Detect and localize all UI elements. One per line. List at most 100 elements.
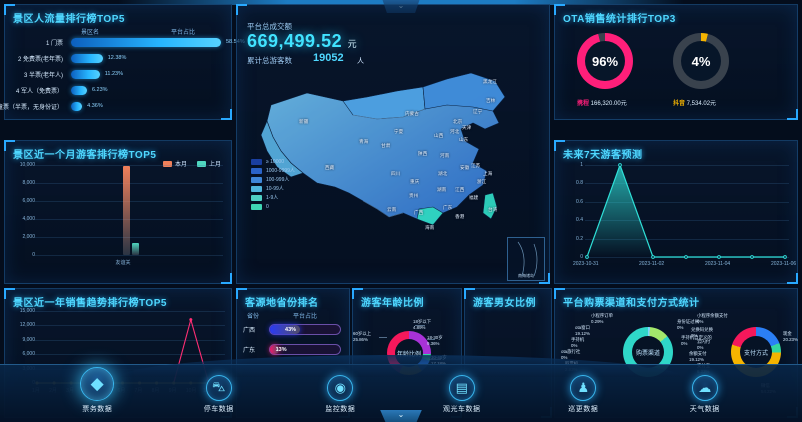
panel-title: 景区近一年销售趋势排行榜TOP5 — [13, 298, 167, 309]
china-map-svg[interactable] — [247, 67, 541, 279]
y-axis-tick: 12,000 — [19, 322, 35, 329]
flow-row-bar — [71, 86, 87, 95]
province-bar-track: 43% — [269, 324, 341, 335]
leader-line — [427, 339, 435, 340]
flow-row-label: 2 免费票(老年票) — [17, 57, 63, 63]
province-label: 陕西 — [418, 151, 428, 156]
legend-swatch — [162, 160, 172, 167]
panel-title: 游客年龄比例 — [361, 298, 424, 309]
car-icon[interactable]: ⛍ — [205, 375, 232, 401]
legend-label: 0 — [266, 203, 269, 210]
legend-item[interactable]: 本月 — [162, 159, 187, 168]
donut-slice-label: 手持机自定义的 0% — [681, 335, 712, 346]
forecast-panel: 未来7天游客预测 1 0.8 0.6 0.4 0.2 0 2023-10-31 2023-11… — [554, 140, 798, 284]
donut-slice-label: 现金 20.23% — [783, 331, 798, 342]
slice-name: 手持机自定义的 — [681, 335, 712, 340]
slice-name: 兑换码兑换 — [691, 327, 713, 332]
y-axis-tick: 6,000 — [22, 351, 35, 358]
province-label: 山西 — [434, 133, 444, 138]
cloud-icon[interactable]: ☁ — [691, 375, 718, 401]
legend-swatch — [251, 158, 262, 165]
nav-item-巡更数据[interactable]: ♟ 巡更数据 — [537, 375, 629, 414]
y-axis-tick: 9,000 — [22, 336, 35, 343]
nav-item-天气数据[interactable]: ☁ 天气数据 — [659, 375, 751, 414]
province-label: 内蒙古 — [405, 111, 419, 116]
province-row: 广西 43% — [243, 323, 343, 335]
y-axis-tick: 0 — [580, 254, 583, 260]
map-legend-item: 0 — [251, 202, 295, 211]
total-amount-number: 669,499.52 — [247, 31, 343, 51]
ota-gauge-percent: 96% — [591, 53, 619, 69]
province-label: 上海 — [483, 171, 493, 176]
total-amount-unit: 元 — [347, 39, 358, 49]
visitors-unit: 人 — [357, 58, 364, 65]
panel-title: 客源地省份排名 — [245, 298, 319, 309]
ota-amount: 166,320.00元 — [590, 101, 627, 107]
donut-slice-label: 身份证过闸 0% — [677, 319, 699, 330]
person-icon[interactable]: ♟ — [570, 375, 597, 401]
slice-pct: 20.23% — [783, 336, 798, 342]
flow-ranking-row: 2 免费票(老年票) 12.38% — [5, 53, 227, 64]
map-legend-item: ≥ 10000 — [251, 157, 295, 166]
ota-gauge: 96% — [577, 33, 633, 89]
column-header-name: 景区名 — [81, 30, 100, 36]
column-header-pct: 平台占比 — [171, 30, 196, 36]
ticket-icon[interactable]: ◆ — [80, 367, 115, 401]
ota-gauge-percent: 4% — [691, 53, 711, 69]
donut-slice-label: 小程序余额支付 0% — [697, 313, 728, 324]
slice-name: 云闪付 — [697, 339, 711, 344]
nav-item-观光车数据[interactable]: ▤ 观光车数据 — [416, 375, 508, 414]
province-label: 宁夏 — [394, 129, 404, 134]
nav-item-监控数据[interactable]: ◉ 监控数据 — [294, 375, 386, 414]
flow-ranking-row: 1 门票 58.54% — [5, 37, 245, 48]
province-label: 江苏 — [471, 163, 481, 168]
slice-name: 小程序余额支付 — [697, 313, 728, 318]
nav-item-票务数据[interactable]: ◆ 票务数据 — [51, 367, 143, 414]
slice-pct: 0.29% — [591, 318, 604, 324]
slice-name: ota窗口 — [575, 325, 590, 330]
legend-label: 上月 — [208, 162, 221, 168]
donut-slice-label: 兑换码兑换 0% — [691, 327, 713, 338]
flow-row-label: 1 门票 — [45, 41, 63, 47]
flow-row-pct: 4.36% — [87, 103, 103, 109]
nav-item-停车数据[interactable]: ⛍ 停车数据 — [173, 375, 265, 414]
panel-title: 平台购票渠道和支付方式统计 — [563, 298, 700, 309]
y-axis-tick: 0.8 — [576, 180, 583, 187]
map-legend-item: 10-99人 — [251, 184, 295, 193]
map-legend-item: 1-9人 — [251, 193, 295, 202]
ota-gauge-label: 携程 166,320.00元 — [577, 98, 627, 107]
province-label: 贵州 — [409, 193, 419, 198]
donut-slice-label: 手持机 0% — [571, 337, 584, 348]
south-sea-inset: 南海诸岛 — [507, 237, 545, 281]
province-label: 湖南 — [437, 187, 447, 192]
province-name: 广西 — [243, 328, 256, 334]
ota-amount: 7,534.02元 — [686, 101, 717, 107]
legend-swatch — [251, 194, 262, 201]
slice-pct: 0% — [691, 332, 698, 338]
legend-item[interactable]: 上月 — [196, 159, 221, 168]
bus-icon[interactable]: ▤ — [448, 375, 475, 401]
province-label: 河北 — [450, 129, 460, 134]
china-map[interactable] — [247, 67, 541, 279]
province-label: 香港 — [455, 214, 465, 219]
province-label: 甘肃 — [381, 143, 391, 148]
legend-swatch — [251, 176, 262, 183]
slice-name: 18岁以下 — [413, 319, 432, 324]
camera-icon[interactable]: ◉ — [327, 375, 354, 401]
panel-title: 景区人流量排行榜TOP5 — [13, 14, 125, 25]
nav-item-label: 监控数据 — [325, 406, 356, 413]
flow-row-bar — [71, 70, 100, 79]
x-axis-tick: 2023-11-02 — [639, 261, 665, 267]
province-bar-fill — [270, 325, 301, 334]
bottom-collapse-button[interactable]: ⌄ — [380, 410, 422, 422]
total-amount-value: 669,499.52 元 — [247, 31, 357, 52]
province-label: 云南 — [387, 207, 397, 212]
flow-row-label: 4 军人（免费票） — [15, 89, 63, 95]
flow-row-pct: 6.23% — [91, 87, 108, 93]
province-label: 广东 — [443, 205, 453, 210]
legend-label: 1-9人 — [266, 195, 279, 201]
province-label: 吉林 — [486, 98, 496, 103]
province-bar-fill — [270, 345, 280, 354]
x-axis-tick: 2023-11-04 — [705, 261, 731, 267]
slice-name: 18-30岁 — [427, 335, 443, 340]
